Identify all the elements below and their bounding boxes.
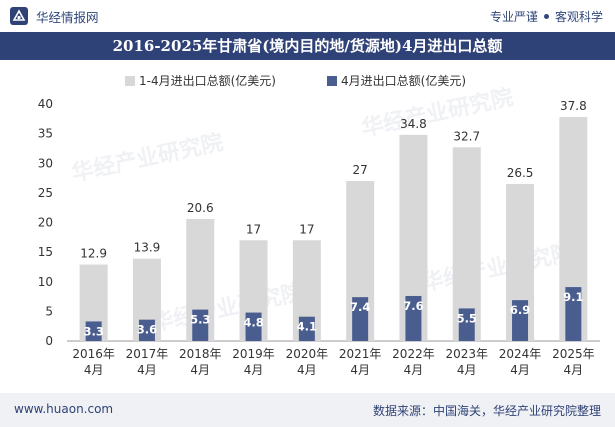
x-tick-label: 4月 [404,363,424,377]
data-label-total: 32.7 [453,129,480,143]
brand-name: 华经情报网 [36,9,99,25]
x-tick-label: 4月 [84,363,104,377]
y-tick-label: 20 [38,216,53,230]
y-tick-label: 40 [38,97,53,111]
data-label-april: 5.5 [457,311,477,325]
bar-april [138,319,155,341]
data-label-april: 4.8 [243,316,263,330]
bar-april [245,312,262,341]
y-tick-label: 15 [38,245,53,259]
y-tick-label: 30 [38,156,53,170]
data-label-total: 17 [299,222,314,236]
data-label-april: 4.1 [297,320,317,334]
data-label-april: 7.6 [403,299,423,313]
legend-swatch-1 [125,76,135,86]
data-label-total: 12.9 [80,247,107,261]
data-label-total: 20.6 [187,201,214,215]
x-tick-label: 2020年 [286,347,329,361]
data-label-total: 27 [353,163,368,177]
tagline-left: 专业严谨 [489,10,538,24]
tagline-dot-icon [543,14,549,19]
data-label-april: 9.1 [563,290,583,304]
data-label-april: 7.4 [350,300,370,314]
tagline: 专业严谨 客观科学 [490,8,603,25]
x-tick-label: 2025年 [552,347,595,361]
x-tick-label: 4月 [297,363,317,377]
bar-april [512,300,529,341]
y-tick-label: 0 [45,334,53,348]
footer: www.huaon.com 数据来源：中国海关，华经产业研究院整理 [0,393,615,427]
x-tick-label: 4月 [564,363,584,377]
y-tick-label: 25 [38,186,53,200]
top-bar: 华经情报网 专业严谨 客观科学 [0,0,615,32]
data-label-april: 3.6 [137,323,157,337]
bar-april [85,321,102,341]
data-label-total: 34.8 [400,117,427,131]
data-label-total: 17 [246,222,261,236]
x-tick-label: 2019年 [232,347,275,361]
footer-website-link[interactable]: www.huaon.com [14,402,114,416]
y-tick-label: 5 [45,304,53,318]
data-label-total: 13.9 [134,241,161,255]
x-tick-label: 4月 [350,363,370,377]
tagline-right: 客观科学 [554,10,603,24]
chart-title: 2016-2025年甘肃省(境内目的地/货源地)4月进出口总额 [112,37,503,55]
x-tick-label: 4月 [510,363,530,377]
bar-april [405,295,422,341]
bar-april [192,309,209,341]
x-tick-label: 2017年 [126,347,169,361]
legend-label-2: 4月进出口总额(亿美元) [341,73,466,88]
x-tick-label: 4月 [457,363,477,377]
y-tick-label: 35 [38,127,53,141]
title-bar: 2016-2025年甘肃省(境内目的地/货源地)4月进出口总额 [0,32,615,60]
x-tick-label: 2021年 [339,347,382,361]
legend-swatch-2 [327,76,337,86]
data-label-total: 37.8 [560,99,587,113]
data-label-april: 6.9 [510,303,530,317]
x-tick-label: 2022年 [392,347,435,361]
x-tick-label: 4月 [244,363,264,377]
x-tick-label: 2018年 [179,347,222,361]
bar-april [565,287,582,341]
bar-april [352,297,369,341]
data-label-april: 3.3 [83,324,103,338]
x-tick-label: 2016年 [72,347,115,361]
legend-label-1: 1-4月进出口总额(亿美元) [139,73,276,88]
x-tick-label: 2024年 [499,347,542,361]
data-label-april: 5.3 [190,313,210,327]
bar-april [298,316,315,341]
bar-april [458,308,475,341]
x-tick-label: 4月 [137,363,157,377]
chart: 1-4月进出口总额(亿美元) 4月进出口总额(亿美元) 0 5 10 15 20 25 30 35… [38,73,600,377]
x-tick-label: 2023年 [445,347,488,361]
data-label-total: 26.5 [507,166,534,180]
huajing-logo-icon [10,7,28,25]
footer-source: 数据来源：中国海关，华经产业研究院整理 [372,404,601,418]
x-tick-label: 4月 [190,363,210,377]
brand[interactable]: 华经情报网 [10,7,99,25]
y-tick-label: 10 [38,275,53,289]
